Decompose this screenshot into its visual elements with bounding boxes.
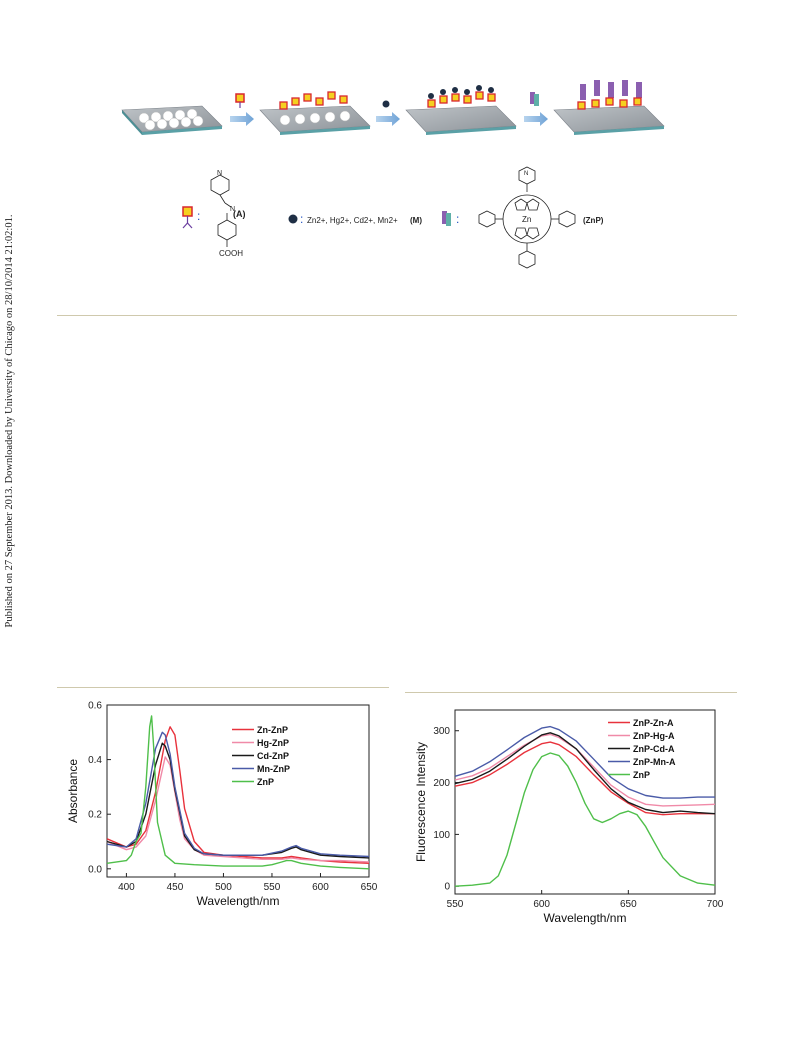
metal-ions: Zn2+, Hg2+, Cd2+, Mn2+	[307, 216, 398, 225]
step-arrow-3	[524, 112, 548, 126]
y-tick-label: 200	[433, 778, 450, 789]
series-line-znp-cd-a	[454, 732, 716, 815]
y-axis-label: Fluorescence Intensity	[414, 742, 428, 862]
series-line-zn-znp	[106, 726, 370, 864]
substrate-plate-2	[259, 91, 371, 135]
substrate-plate-1	[121, 105, 223, 135]
legend-label: ZnP	[257, 777, 274, 787]
series-line-znp	[454, 752, 716, 887]
substrate-plate-4	[553, 80, 665, 135]
atom-n-imine: N	[230, 206, 235, 213]
y-tick-label: 0	[444, 882, 450, 893]
colon-m: :	[300, 212, 303, 226]
x-tick-label: 550	[447, 899, 464, 910]
label-znp: (ZnP)	[583, 216, 604, 225]
series-line-znp-zn-a	[454, 741, 715, 816]
x-tick-label: 700	[707, 899, 724, 910]
legend-label: Zn-ZnP	[257, 725, 288, 735]
legend-label: ZnP-Hg-A	[633, 731, 675, 741]
x-tick-label: 500	[215, 882, 232, 893]
legend-label: Mn-ZnP	[257, 764, 290, 774]
x-tick-label: 550	[264, 882, 281, 893]
y-tick-label: 0.0	[88, 864, 102, 875]
legend-label: Cd-ZnP	[257, 751, 289, 761]
y-tick-label: 300	[433, 726, 450, 737]
y-axis-label: Absorbance	[66, 759, 80, 823]
y-tick-label: 0.6	[88, 701, 102, 712]
center-zn: Zn	[522, 215, 531, 224]
substrate-plate-3	[405, 85, 517, 135]
plot-frame	[106, 704, 370, 878]
structure-a	[210, 174, 237, 247]
label-a: (A)	[233, 209, 246, 219]
step-arrow-1	[230, 112, 254, 126]
x-tick-label: 450	[167, 882, 184, 893]
legend-label: ZnP-Cd-A	[633, 744, 675, 754]
step-arrow-2	[376, 112, 400, 126]
assembly-scheme	[121, 80, 665, 135]
absorbance-chart: 400 450 500 550 600 650 0.0 0.2 0.4 0.6 Wavelength…	[66, 701, 378, 909]
series-line-znp	[106, 715, 370, 870]
x-tick-label: 600	[533, 899, 550, 910]
plot-frame	[454, 709, 716, 895]
x-axis-label: Wavelength/nm	[197, 894, 280, 908]
series-line-mn-znp	[106, 731, 370, 858]
scheme-legend: : N N (A) COOH : Zn2+, Hg2+, Cd2+, Mn2+ …	[182, 166, 604, 269]
porphyrin-legend-icon	[442, 211, 451, 226]
series-line-znp-mn-a	[454, 725, 715, 799]
metal-legend-icon	[288, 214, 298, 224]
legend-label: ZnP	[633, 770, 650, 780]
x-tick-label: 650	[620, 899, 637, 910]
y-tick-label: 0.2	[88, 810, 102, 821]
legend-label: ZnP-Zn-A	[633, 718, 674, 728]
group-cooh: COOH	[219, 249, 243, 258]
section-rule-top	[57, 315, 737, 316]
section-rule-right	[405, 692, 737, 693]
x-tick-label: 600	[312, 882, 329, 893]
x-tick-label: 400	[118, 882, 135, 893]
colon-a: :	[197, 209, 200, 223]
section-rule-left	[57, 687, 389, 688]
fluorescence-chart: 550 600 650 700 0 100 200 300 Wavelength/nm Fluor…	[414, 709, 724, 925]
metal-ion-icon	[382, 100, 390, 108]
atom-n-top: N	[524, 171, 528, 177]
y-tick-label: 0.4	[88, 755, 102, 766]
porphyrin-icon	[530, 92, 539, 106]
structure-znp	[478, 166, 576, 269]
colon-znp: :	[456, 212, 459, 226]
x-axis-label: Wavelength/nm	[544, 911, 627, 925]
ligand-legend-icon	[182, 206, 193, 229]
atom-n-a: N	[217, 170, 222, 177]
y-tick-label: 100	[433, 830, 450, 841]
legend-label: ZnP-Mn-A	[633, 757, 676, 767]
download-notice: Published on 27 September 2013. Download…	[4, 214, 15, 628]
label-m: (M)	[410, 216, 422, 225]
ligand-icon	[235, 93, 245, 108]
series-line-znp-hg-a	[454, 733, 716, 807]
legend-label: Hg-ZnP	[257, 738, 289, 748]
x-tick-label: 650	[361, 882, 378, 893]
